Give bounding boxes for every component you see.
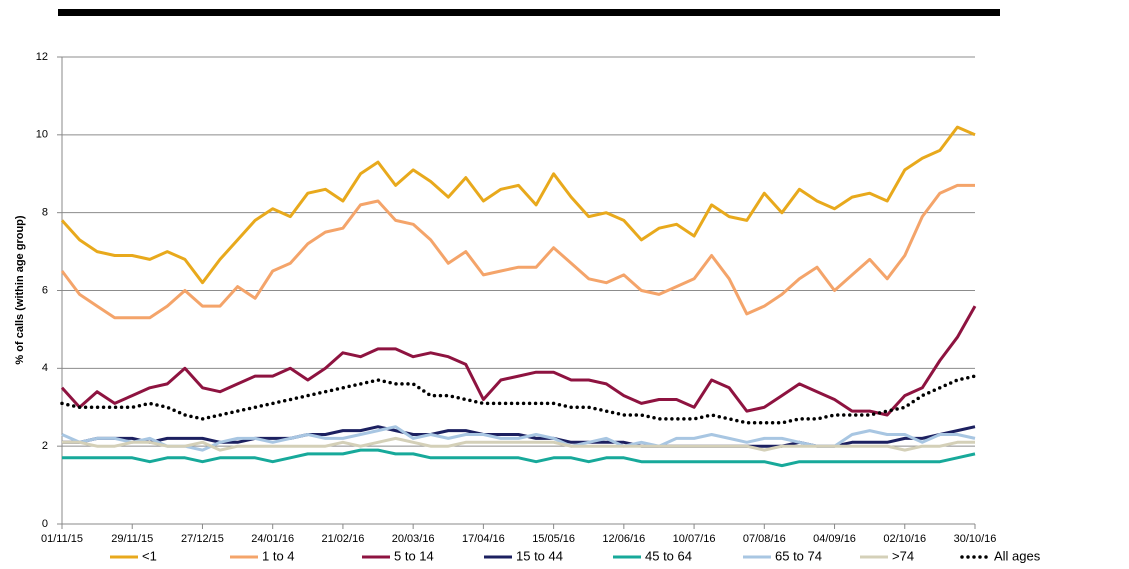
y-tick-label: 12 xyxy=(36,51,48,63)
legend-label: 1 to 4 xyxy=(262,548,295,563)
series-line xyxy=(60,305,977,417)
x-tick-label: 01/11/15 xyxy=(41,533,83,545)
y-tick-label: 0 xyxy=(42,518,48,530)
legend-label: All ages xyxy=(994,548,1041,563)
legend-label: 45 to 64 xyxy=(645,548,692,563)
y-tick-label: 2 xyxy=(42,440,48,452)
y-tick-label: 10 xyxy=(36,129,48,141)
x-tick-label: 30/10/16 xyxy=(954,533,997,545)
x-tick-label: 29/11/15 xyxy=(111,533,153,545)
x-tick-label: 07/08/16 xyxy=(743,533,786,545)
series-line xyxy=(60,374,977,425)
x-tick-label: 10/07/16 xyxy=(673,533,716,545)
x-tick-label: 21/02/16 xyxy=(322,533,365,545)
legend-label: 65 to 74 xyxy=(775,548,822,563)
legend-label: 15 to 44 xyxy=(516,548,563,563)
x-tick-label: 24/01/16 xyxy=(251,533,294,545)
series-line xyxy=(62,448,976,468)
x-tick-label: 17/04/16 xyxy=(462,533,505,545)
x-tick-label: 20/03/16 xyxy=(392,533,435,545)
header-bar xyxy=(58,9,1000,16)
x-tick-label: 15/05/16 xyxy=(532,533,575,545)
legend-label: <1 xyxy=(142,548,157,563)
y-tick-label: 8 xyxy=(42,207,48,219)
series-line xyxy=(62,436,975,452)
series-line xyxy=(60,125,976,285)
y-tick-label: 6 xyxy=(42,284,48,296)
x-tick-label: 02/10/16 xyxy=(883,533,926,545)
legend-label: >74 xyxy=(892,548,914,563)
x-tick-label: 04/09/16 xyxy=(813,533,856,545)
x-tick-label: 12/06/16 xyxy=(602,533,645,545)
legend-label: 5 to 14 xyxy=(394,548,434,563)
y-axis-label: % of calls (within age group) xyxy=(14,215,26,364)
x-tick-label: 27/12/15 xyxy=(181,533,224,545)
series-line xyxy=(60,183,975,320)
y-tick-label: 4 xyxy=(42,362,48,374)
